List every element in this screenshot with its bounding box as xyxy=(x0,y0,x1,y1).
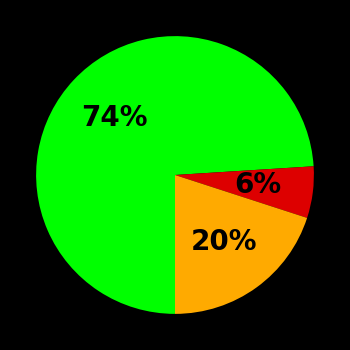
Text: 6%: 6% xyxy=(234,172,281,200)
Wedge shape xyxy=(175,175,307,314)
Wedge shape xyxy=(175,166,314,218)
Wedge shape xyxy=(36,36,314,314)
Text: 20%: 20% xyxy=(191,229,257,257)
Text: 74%: 74% xyxy=(81,104,147,132)
